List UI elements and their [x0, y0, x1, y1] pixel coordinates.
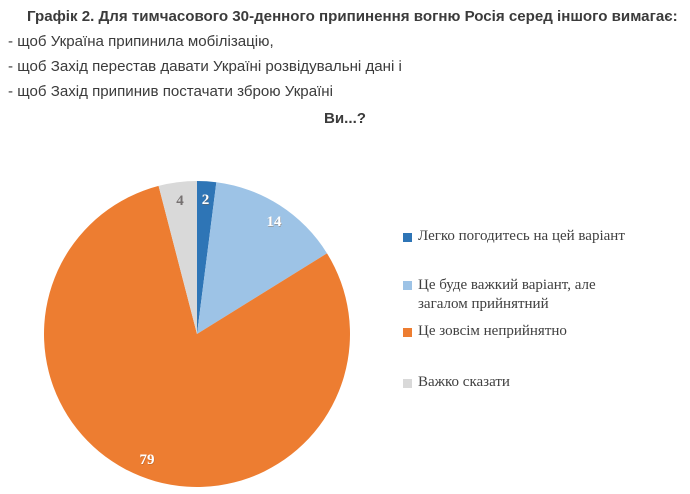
svg-text:2: 2	[202, 192, 210, 208]
svg-text:14: 14	[267, 214, 283, 230]
svg-text:79: 79	[140, 452, 155, 468]
svg-text:4: 4	[176, 193, 184, 209]
